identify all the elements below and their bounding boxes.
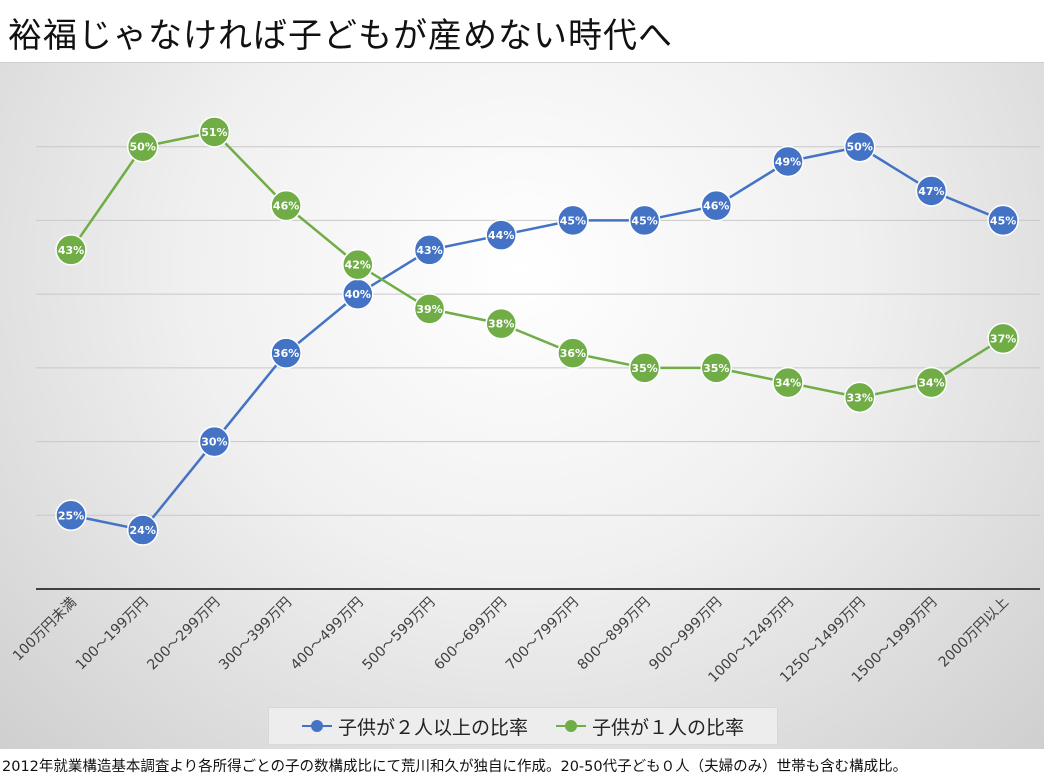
data-point-series-2 [270, 189, 302, 222]
data-label-series-2: 51% [201, 126, 227, 139]
x-tick-label: 400～499万円 [288, 595, 367, 674]
data-point-series-1 [198, 425, 231, 458]
data-point-series-2 [700, 352, 733, 384]
data-label-series-1: 43% [416, 244, 442, 257]
data-label-series-1: 40% [345, 288, 371, 301]
legend-item-series-1: 子供が２人以上の比率 [301, 713, 528, 740]
data-point-series-1 [772, 145, 804, 178]
data-point-series-2 [987, 322, 1019, 355]
legend-label-series-1: 子供が２人以上の比率 [337, 716, 528, 739]
data-point-series-2 [126, 130, 159, 163]
source-note: 2012年就業構造基本調査より各所得ごとの子の数構成比にて荒川和久が独自に作成。… [2, 759, 908, 775]
data-label-series-1: 30% [201, 436, 227, 449]
data-point-series-2 [915, 366, 948, 399]
data-label-series-1: 46% [703, 200, 729, 213]
data-label-series-2: 46% [273, 200, 299, 213]
data-point-series-1 [270, 337, 302, 369]
data-label-series-2: 37% [990, 332, 1016, 345]
page-title: 裕福じゃなければ子どもが産めない時代へ [8, 16, 673, 56]
data-label-series-1: 25% [58, 509, 84, 522]
data-point-series-1 [55, 499, 87, 532]
x-tick-label: 900～999万円 [646, 595, 725, 674]
data-label-series-1: 45% [560, 214, 586, 227]
x-tick-label: 2000万円以上 [936, 595, 1012, 671]
data-label-series-1: 36% [273, 347, 299, 360]
legend-item-series-2: 子供が１人の比率 [556, 713, 744, 740]
data-point-series-2 [557, 337, 589, 369]
footer: 2012年就業構造基本調査より各所得ごとの子の数構成比にて荒川和久が独自に作成。… [0, 749, 1044, 779]
data-point-series-2 [55, 234, 87, 266]
data-label-series-2: 38% [488, 318, 514, 331]
series-line-2 [69, 130, 1004, 399]
data-point-series-1 [915, 175, 948, 207]
legend-marker-series-2 [556, 719, 586, 733]
data-point-series-1 [987, 204, 1019, 237]
data-label-series-1: 45% [990, 214, 1016, 227]
data-point-series-2 [628, 352, 661, 384]
data-label-series-2: 35% [703, 362, 729, 375]
data-point-series-1 [413, 234, 446, 266]
title-bar: 裕福じゃなければ子どもが産めない時代へ [0, 0, 1044, 63]
data-point-series-2 [413, 293, 446, 325]
x-tick-label: 100～199万円 [73, 595, 152, 674]
data-point-series-1 [126, 514, 159, 546]
data-point-series-2 [843, 381, 876, 414]
data-label-series-1: 47% [918, 185, 944, 198]
x-tick-label: 800～899万円 [575, 595, 654, 674]
data-label-series-2: 34% [775, 377, 801, 390]
data-point-series-1 [628, 204, 661, 237]
x-tick-label: 200～299万円 [144, 595, 223, 674]
data-label-series-2: 50% [130, 141, 156, 154]
data-point-series-2 [342, 248, 374, 281]
x-tick-label: 300～399万円 [216, 595, 295, 674]
x-tick-label: 700～799万円 [503, 595, 582, 674]
x-tick-label: 500～599万円 [360, 595, 439, 674]
legend-label-series-2: 子供が１人の比率 [592, 716, 745, 739]
data-label-series-2: 33% [847, 391, 873, 404]
data-point-series-2 [485, 307, 517, 340]
data-label-series-2: 39% [416, 303, 442, 316]
data-point-series-1 [557, 204, 589, 237]
legend-marker-series-1 [301, 719, 332, 733]
data-label-series-2: 35% [631, 362, 657, 375]
data-label-series-1: 49% [775, 155, 801, 168]
x-tick-label: 100万円未満 [10, 595, 80, 665]
chart-area: 100万円未満 100～199万円 200～299万円 300～399万円 400～49… [0, 63, 1044, 749]
data-label-series-1: 24% [130, 524, 156, 537]
data-point-series-2 [198, 116, 231, 148]
data-label-series-1: 44% [488, 229, 514, 242]
data-label-series-1: 50% [847, 141, 873, 154]
data-label-series-2: 36% [560, 347, 586, 360]
data-point-series-1 [843, 130, 876, 163]
data-point-series-1 [485, 219, 517, 251]
line-chart: 100万円未満100～199万円200～299万円300～399万円400～49… [10, 116, 1040, 686]
data-label-series-1: 45% [631, 214, 657, 227]
x-tick-label: 600～699万円 [431, 595, 510, 674]
data-label-series-2: 43% [58, 244, 84, 257]
data-point-series-1 [700, 189, 733, 222]
data-label-series-2: 42% [345, 259, 371, 272]
chart-legend: 子供が２人以上の比率 子供が１人の比率 [268, 707, 778, 745]
data-label-series-2: 34% [918, 377, 944, 390]
data-point-series-2 [772, 366, 804, 399]
